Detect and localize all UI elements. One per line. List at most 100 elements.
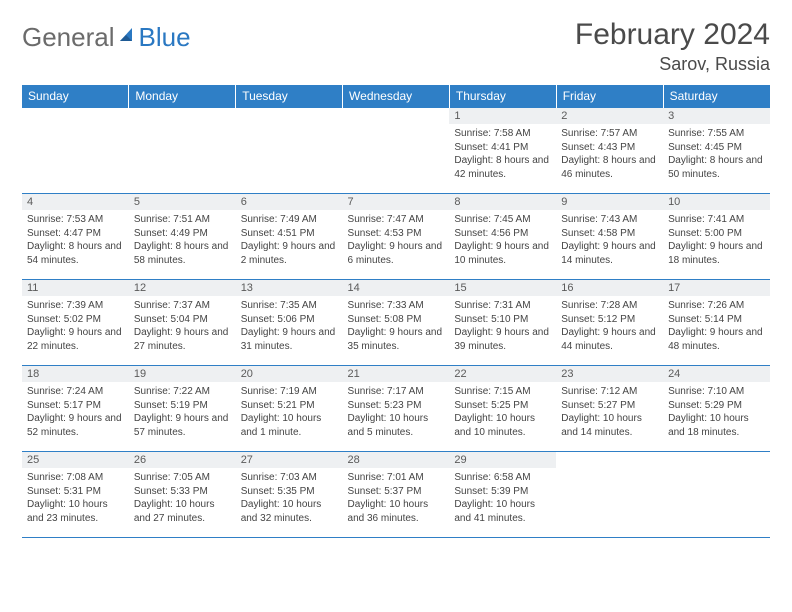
sunset-text: Sunset: 5:31 PM <box>27 485 124 499</box>
sunset-text: Sunset: 5:17 PM <box>27 399 124 413</box>
sunset-text: Sunset: 5:29 PM <box>668 399 765 413</box>
sunrise-text: Sunrise: 7:24 AM <box>27 385 124 399</box>
daylight-text: Daylight: 9 hours and 2 minutes. <box>241 240 338 267</box>
calendar-week-row: 1Sunrise: 7:58 AMSunset: 4:41 PMDaylight… <box>22 108 770 194</box>
sunrise-text: Sunrise: 6:58 AM <box>454 471 551 485</box>
calendar-table: SundayMondayTuesdayWednesdayThursdayFrid… <box>22 85 770 538</box>
sunrise-text: Sunrise: 7:05 AM <box>134 471 231 485</box>
sunrise-text: Sunrise: 7:08 AM <box>27 471 124 485</box>
weekday-header: Monday <box>129 85 236 108</box>
sunrise-text: Sunrise: 7:26 AM <box>668 299 765 313</box>
sunrise-text: Sunrise: 7:45 AM <box>454 213 551 227</box>
calendar-cell: 10Sunrise: 7:41 AMSunset: 5:00 PMDayligh… <box>663 194 770 280</box>
day-body: Sunrise: 7:58 AMSunset: 4:41 PMDaylight:… <box>449 124 556 185</box>
daylight-text: Daylight: 10 hours and 10 minutes. <box>454 412 551 439</box>
day-number: 10 <box>663 194 770 210</box>
sunrise-text: Sunrise: 7:33 AM <box>348 299 445 313</box>
sunset-text: Sunset: 4:47 PM <box>27 227 124 241</box>
day-body: Sunrise: 7:35 AMSunset: 5:06 PMDaylight:… <box>236 296 343 357</box>
day-body: Sunrise: 7:26 AMSunset: 5:14 PMDaylight:… <box>663 296 770 357</box>
weekday-header: Sunday <box>22 85 129 108</box>
weekday-header: Tuesday <box>236 85 343 108</box>
calendar-cell: 9Sunrise: 7:43 AMSunset: 4:58 PMDaylight… <box>556 194 663 280</box>
daylight-text: Daylight: 9 hours and 10 minutes. <box>454 240 551 267</box>
day-body: Sunrise: 7:15 AMSunset: 5:25 PMDaylight:… <box>449 382 556 443</box>
daylight-text: Daylight: 10 hours and 5 minutes. <box>348 412 445 439</box>
calendar-cell: 6Sunrise: 7:49 AMSunset: 4:51 PMDaylight… <box>236 194 343 280</box>
sunrise-text: Sunrise: 7:17 AM <box>348 385 445 399</box>
daylight-text: Daylight: 8 hours and 42 minutes. <box>454 154 551 181</box>
day-number: 24 <box>663 366 770 382</box>
sunset-text: Sunset: 4:41 PM <box>454 141 551 155</box>
day-number: 8 <box>449 194 556 210</box>
daylight-text: Daylight: 10 hours and 36 minutes. <box>348 498 445 525</box>
daylight-text: Daylight: 9 hours and 14 minutes. <box>561 240 658 267</box>
day-number: 22 <box>449 366 556 382</box>
day-number: 20 <box>236 366 343 382</box>
weekday-header: Wednesday <box>343 85 450 108</box>
sunset-text: Sunset: 5:08 PM <box>348 313 445 327</box>
day-number: 19 <box>129 366 236 382</box>
calendar-cell: 13Sunrise: 7:35 AMSunset: 5:06 PMDayligh… <box>236 280 343 366</box>
day-number: 16 <box>556 280 663 296</box>
sunset-text: Sunset: 5:25 PM <box>454 399 551 413</box>
calendar-cell: 23Sunrise: 7:12 AMSunset: 5:27 PMDayligh… <box>556 366 663 452</box>
daylight-text: Daylight: 9 hours and 31 minutes. <box>241 326 338 353</box>
calendar-page: General Blue February 2024 Sarov, Russia… <box>0 0 792 556</box>
day-number: 27 <box>236 452 343 468</box>
calendar-cell: 12Sunrise: 7:37 AMSunset: 5:04 PMDayligh… <box>129 280 236 366</box>
sunset-text: Sunset: 4:45 PM <box>668 141 765 155</box>
day-number: 17 <box>663 280 770 296</box>
calendar-cell: 16Sunrise: 7:28 AMSunset: 5:12 PMDayligh… <box>556 280 663 366</box>
sunrise-text: Sunrise: 7:28 AM <box>561 299 658 313</box>
sunset-text: Sunset: 4:51 PM <box>241 227 338 241</box>
sunset-text: Sunset: 5:02 PM <box>27 313 124 327</box>
daylight-text: Daylight: 10 hours and 23 minutes. <box>27 498 124 525</box>
sunrise-text: Sunrise: 7:41 AM <box>668 213 765 227</box>
calendar-head: SundayMondayTuesdayWednesdayThursdayFrid… <box>22 85 770 108</box>
sunrise-text: Sunrise: 7:37 AM <box>134 299 231 313</box>
sunrise-text: Sunrise: 7:57 AM <box>561 127 658 141</box>
weekday-row: SundayMondayTuesdayWednesdayThursdayFrid… <box>22 85 770 108</box>
sunset-text: Sunset: 5:33 PM <box>134 485 231 499</box>
weekday-header: Saturday <box>663 85 770 108</box>
daylight-text: Daylight: 9 hours and 52 minutes. <box>27 412 124 439</box>
day-number: 14 <box>343 280 450 296</box>
calendar-cell: 8Sunrise: 7:45 AMSunset: 4:56 PMDaylight… <box>449 194 556 280</box>
day-body: Sunrise: 7:12 AMSunset: 5:27 PMDaylight:… <box>556 382 663 443</box>
sunrise-text: Sunrise: 7:01 AM <box>348 471 445 485</box>
day-body: Sunrise: 7:17 AMSunset: 5:23 PMDaylight:… <box>343 382 450 443</box>
calendar-cell: 27Sunrise: 7:03 AMSunset: 5:35 PMDayligh… <box>236 452 343 538</box>
sunrise-text: Sunrise: 7:19 AM <box>241 385 338 399</box>
day-body: Sunrise: 7:37 AMSunset: 5:04 PMDaylight:… <box>129 296 236 357</box>
sunset-text: Sunset: 5:21 PM <box>241 399 338 413</box>
brand-part2: Blue <box>139 22 191 53</box>
day-body: Sunrise: 7:01 AMSunset: 5:37 PMDaylight:… <box>343 468 450 529</box>
calendar-cell: 29Sunrise: 6:58 AMSunset: 5:39 PMDayligh… <box>449 452 556 538</box>
calendar-cell: 20Sunrise: 7:19 AMSunset: 5:21 PMDayligh… <box>236 366 343 452</box>
sunset-text: Sunset: 5:37 PM <box>348 485 445 499</box>
day-number: 4 <box>22 194 129 210</box>
sunset-text: Sunset: 4:53 PM <box>348 227 445 241</box>
calendar-cell: 11Sunrise: 7:39 AMSunset: 5:02 PMDayligh… <box>22 280 129 366</box>
location-label: Sarov, Russia <box>575 54 770 75</box>
weekday-header: Thursday <box>449 85 556 108</box>
sunset-text: Sunset: 5:06 PM <box>241 313 338 327</box>
day-body: Sunrise: 7:05 AMSunset: 5:33 PMDaylight:… <box>129 468 236 529</box>
calendar-cell: 17Sunrise: 7:26 AMSunset: 5:14 PMDayligh… <box>663 280 770 366</box>
day-body: Sunrise: 6:58 AMSunset: 5:39 PMDaylight:… <box>449 468 556 529</box>
sunrise-text: Sunrise: 7:49 AM <box>241 213 338 227</box>
page-header: General Blue February 2024 Sarov, Russia <box>22 18 770 75</box>
calendar-week-row: 4Sunrise: 7:53 AMSunset: 4:47 PMDaylight… <box>22 194 770 280</box>
sunset-text: Sunset: 5:00 PM <box>668 227 765 241</box>
day-number: 26 <box>129 452 236 468</box>
day-body: Sunrise: 7:19 AMSunset: 5:21 PMDaylight:… <box>236 382 343 443</box>
sunset-text: Sunset: 4:43 PM <box>561 141 658 155</box>
calendar-cell: 1Sunrise: 7:58 AMSunset: 4:41 PMDaylight… <box>449 108 556 194</box>
daylight-text: Daylight: 8 hours and 54 minutes. <box>27 240 124 267</box>
sunrise-text: Sunrise: 7:58 AM <box>454 127 551 141</box>
day-body: Sunrise: 7:55 AMSunset: 4:45 PMDaylight:… <box>663 124 770 185</box>
day-number: 18 <box>22 366 129 382</box>
calendar-cell <box>663 452 770 538</box>
calendar-body: 1Sunrise: 7:58 AMSunset: 4:41 PMDaylight… <box>22 108 770 538</box>
